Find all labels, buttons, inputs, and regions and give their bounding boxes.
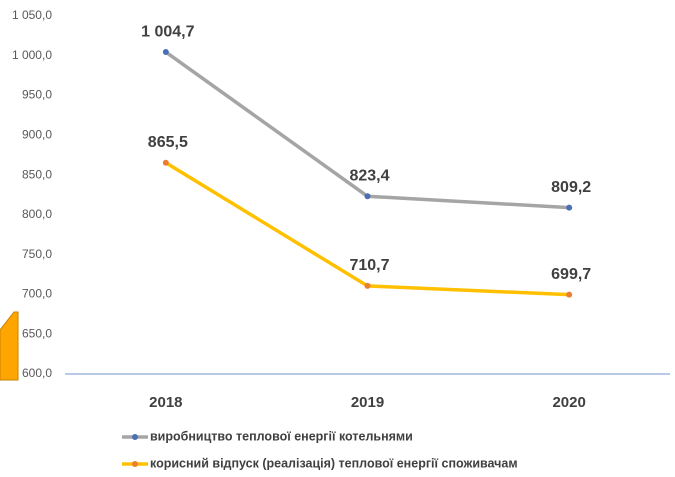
y-tick-label: 700,0 bbox=[22, 287, 52, 301]
legend-marker bbox=[132, 434, 138, 440]
data-label: 710,7 bbox=[349, 257, 389, 274]
data-label: 865,5 bbox=[148, 134, 188, 151]
point bbox=[364, 282, 371, 289]
y-tick-label: 600,0 bbox=[22, 366, 52, 380]
point bbox=[566, 204, 573, 211]
x-tick-label: 2020 bbox=[552, 394, 585, 411]
y-tick-label: 900,0 bbox=[22, 128, 52, 142]
y-tick-label: 800,0 bbox=[22, 207, 52, 221]
x-tick-label: 2018 bbox=[149, 394, 182, 411]
point bbox=[162, 49, 169, 56]
legend-label: корисний відпуск (реалізація) теплової е… bbox=[150, 456, 518, 470]
point bbox=[162, 159, 169, 166]
legend-label: виробництво теплової енергії котельнями bbox=[150, 429, 413, 443]
y-tick-label: 950,0 bbox=[22, 88, 52, 102]
x-tick-label: 2019 bbox=[351, 394, 384, 411]
y-tick-label: 750,0 bbox=[22, 247, 52, 261]
data-label: 823,4 bbox=[349, 167, 389, 184]
callout-shape bbox=[0, 311, 19, 381]
point bbox=[364, 193, 371, 200]
y-tick-label: 1 050,0 bbox=[12, 8, 52, 22]
y-tick-label: 650,0 bbox=[22, 326, 52, 340]
data-label: 699,7 bbox=[551, 266, 591, 283]
y-tick-label: 1 000,0 bbox=[12, 48, 52, 62]
data-label: 809,2 bbox=[551, 179, 591, 196]
y-tick-label: 850,0 bbox=[22, 167, 52, 181]
data-label: 1 004,7 bbox=[141, 23, 194, 40]
legend-marker bbox=[132, 461, 138, 467]
point bbox=[566, 291, 573, 298]
